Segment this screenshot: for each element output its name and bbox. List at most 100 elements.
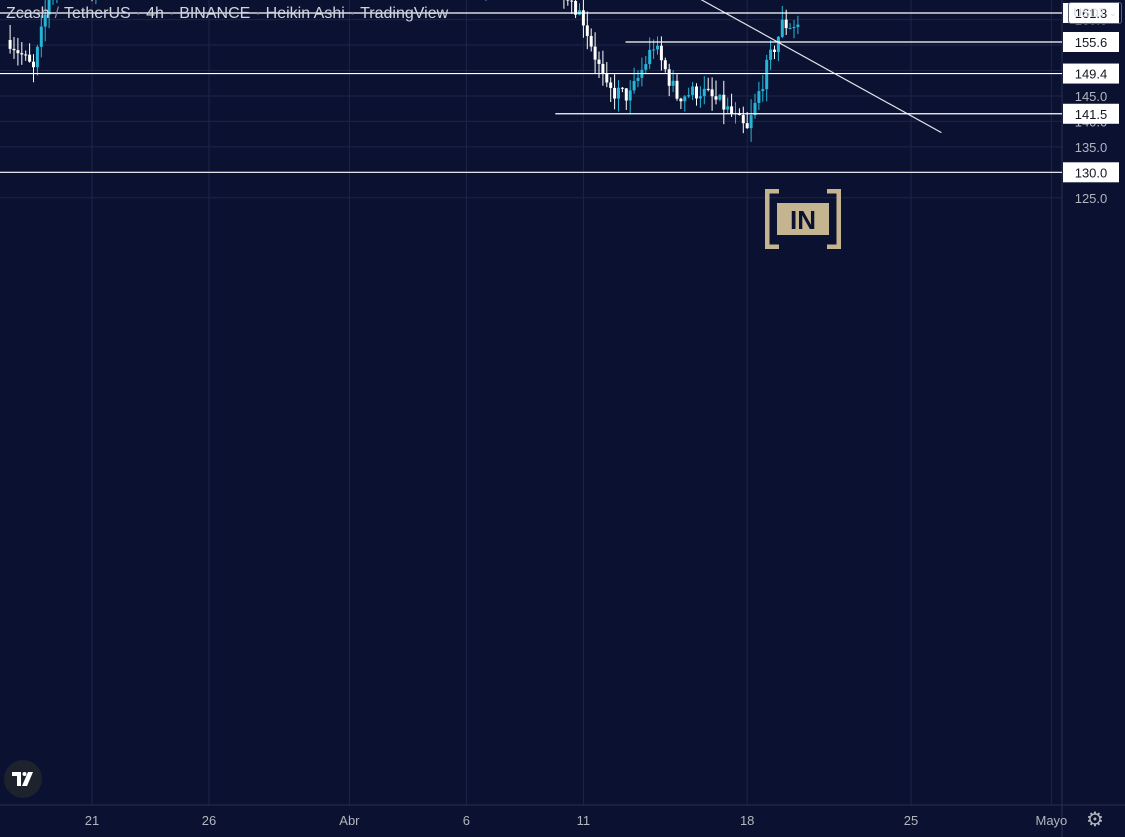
- x-tick-label: 11: [577, 813, 591, 828]
- grid: [0, 0, 1062, 805]
- candle-body: [663, 60, 667, 70]
- candle-body: [636, 77, 640, 81]
- candle-body: [39, 26, 43, 47]
- candle-body: [47, 0, 51, 15]
- candle-body: [601, 63, 605, 74]
- candle-body: [581, 10, 585, 26]
- candle-body: [683, 96, 687, 102]
- candle-body: [761, 89, 765, 92]
- candle-body: [792, 27, 796, 29]
- candle-body: [741, 115, 745, 124]
- y-tick-label: 145.0: [1075, 89, 1108, 104]
- candle-body: [652, 49, 656, 51]
- candle-body: [667, 69, 671, 86]
- candle-body: [28, 54, 32, 62]
- x-tick-label: 18: [740, 813, 754, 828]
- candle-body: [780, 19, 784, 37]
- level-label-box: [1063, 103, 1119, 124]
- x-tick-label: Mayo: [1036, 813, 1068, 828]
- exchange-label: BINANCE: [179, 5, 251, 22]
- candle-body: [8, 39, 12, 49]
- candle-body: [585, 25, 589, 36]
- candle-body: [570, 0, 574, 2]
- candle-body: [671, 80, 675, 86]
- candle-body: [714, 96, 718, 100]
- level-label: 130.0: [1075, 165, 1108, 180]
- candle-body: [605, 73, 609, 83]
- currency-button[interactable]: USDT ⌄: [1068, 2, 1122, 24]
- tradingview-logo[interactable]: [4, 760, 42, 798]
- y-tick-label: 165.0: [1075, 0, 1108, 2]
- candle-body: [589, 35, 593, 47]
- level-label: 141.5: [1075, 107, 1108, 122]
- candle-body: [691, 86, 695, 96]
- candle-body: [609, 82, 613, 88]
- candle-body: [706, 88, 710, 90]
- candle-body: [32, 61, 35, 68]
- x-tick-label: 26: [202, 813, 216, 828]
- candle-body: [695, 86, 698, 99]
- candle-body: [597, 59, 601, 64]
- candle-body: [20, 53, 24, 55]
- candle-body: [769, 49, 773, 60]
- candle-body: [624, 88, 628, 101]
- quote-name: TetherUS: [64, 5, 131, 22]
- symbol-name[interactable]: Zcash: [6, 5, 50, 22]
- candle-body: [718, 94, 722, 100]
- interval-label[interactable]: 4h: [146, 5, 164, 22]
- candle-body: [574, 0, 578, 15]
- chart-title: Zcash / TetherUS · 4h · BINANCE · Heikin Ashi · Tr…: [6, 5, 449, 22]
- level-label: 149.4: [1075, 67, 1108, 82]
- tradingview-icon: [12, 772, 33, 786]
- candle-body: [730, 106, 734, 114]
- settings-gear-icon[interactable]: ⚙: [1086, 809, 1104, 831]
- candle-body: [776, 36, 780, 52]
- trendline: [700, 0, 942, 134]
- candle-body: [593, 46, 597, 60]
- candle-body: [566, 0, 570, 1]
- level-label-box: [1063, 31, 1119, 52]
- x-tick-label: Abr: [339, 813, 360, 828]
- candle-body: [702, 88, 706, 97]
- candles: [8, 0, 800, 142]
- candle-body: [656, 45, 659, 50]
- currency-label: USDT: [1073, 6, 1107, 20]
- candle-body: [12, 48, 16, 51]
- candle-body: [620, 87, 624, 89]
- x-tick-label: 25: [904, 813, 918, 828]
- x-tick-label: 21: [85, 813, 99, 828]
- candle-body: [16, 50, 20, 54]
- candle-body: [617, 87, 620, 99]
- level-label-box: [1063, 162, 1119, 183]
- candle-body: [765, 59, 769, 90]
- chart-style-label: Heikin Ashi: [265, 5, 345, 22]
- candle-body: [613, 87, 617, 99]
- chevron-down-icon: ⌄: [1109, 7, 1117, 18]
- candle-body: [745, 123, 749, 129]
- candle-body: [687, 95, 691, 97]
- source-label: TradingView: [360, 5, 449, 22]
- candle-body: [726, 106, 730, 110]
- y-tick-label: 135.0: [1075, 140, 1108, 155]
- candle-body: [749, 115, 753, 129]
- level-label-box: [1063, 2, 1119, 23]
- candle-body: [648, 49, 652, 65]
- candle-body: [722, 94, 726, 110]
- candle-body: [644, 64, 648, 70]
- candle-body: [35, 46, 39, 68]
- candle-body: [43, 14, 47, 27]
- candle-body: [757, 91, 761, 103]
- x-tick-label: 6: [463, 813, 470, 828]
- level-label-box: [1063, 63, 1119, 84]
- candle-body: [796, 24, 800, 28]
- candle-body: [628, 90, 632, 101]
- candle-body: [773, 49, 776, 52]
- candle-body: [24, 54, 28, 56]
- beincrypto-logo-icon: IN: [765, 189, 841, 249]
- candle-body: [675, 80, 679, 99]
- level-label: 161.3: [1075, 6, 1108, 21]
- candle-body: [679, 98, 683, 102]
- candle-body: [753, 102, 757, 116]
